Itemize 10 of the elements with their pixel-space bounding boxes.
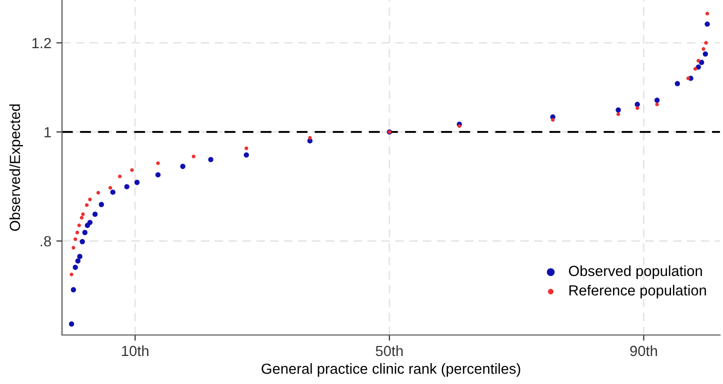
- y-tick-label: 1: [44, 127, 51, 138]
- x-tick-label: 10th: [122, 345, 148, 356]
- x-axis-title: General practice clinic rank (percentiles): [262, 363, 520, 377]
- legend-label: Reference population: [569, 284, 706, 298]
- y-tick-label: .8: [40, 236, 51, 246]
- legend-label: Observed population: [568, 265, 702, 279]
- x-tick-label: 50th: [376, 345, 403, 356]
- y-tick-label: 1.2: [32, 38, 51, 48]
- y-axis-title: Observed/Expected: [9, 104, 23, 231]
- x-tick-label: 90th: [630, 345, 657, 356]
